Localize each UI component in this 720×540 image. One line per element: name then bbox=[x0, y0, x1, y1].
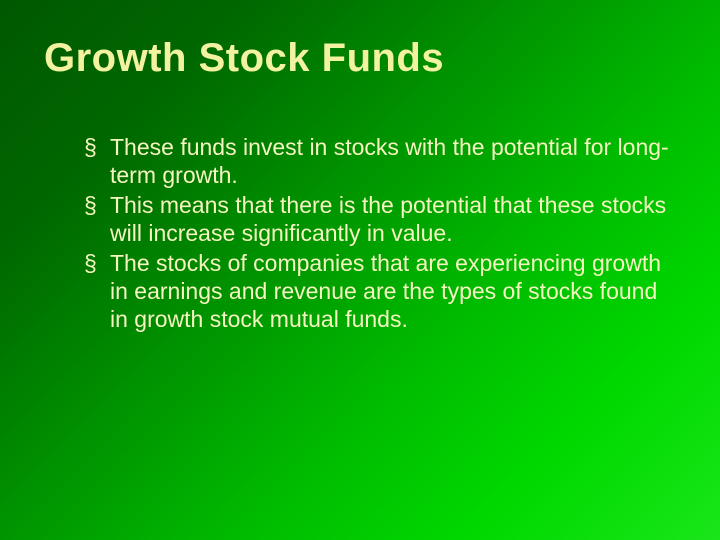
bullet-item: These funds invest in stocks with the po… bbox=[84, 133, 676, 189]
bullet-list: These funds invest in stocks with the po… bbox=[44, 133, 676, 333]
bullet-item: This means that there is the potential t… bbox=[84, 191, 676, 247]
slide: Growth Stock Funds These funds invest in… bbox=[0, 0, 720, 540]
bullet-item: The stocks of companies that are experie… bbox=[84, 249, 676, 333]
slide-title: Growth Stock Funds bbox=[44, 36, 676, 81]
